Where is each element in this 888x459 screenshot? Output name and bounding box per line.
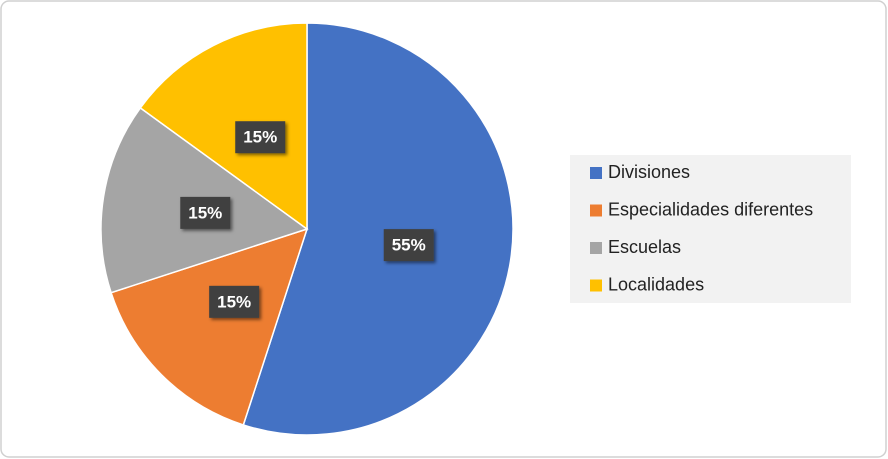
pie-slice: [242, 22, 514, 436]
value-label-box: [235, 121, 286, 154]
value-label: 55%: [392, 236, 426, 255]
legend-box: [570, 155, 851, 303]
value-label: 15%: [243, 128, 277, 147]
pie: [100, 22, 514, 436]
legend-swatch: [590, 167, 602, 179]
legend: Divisiones Especialidades diferentes Escue…: [590, 162, 813, 294]
legend-swatch: [590, 242, 602, 254]
value-label-box: [383, 229, 434, 262]
pie-slice: [110, 227, 309, 426]
legend-label: Localidades: [608, 274, 704, 294]
value-label: 15%: [188, 203, 222, 222]
value-labels: 55% 15% 15% 15%: [180, 121, 434, 318]
pie-slice: [139, 22, 308, 231]
value-label-box: [180, 196, 231, 229]
legend-swatch: [590, 279, 602, 292]
legend-label: Escuelas: [608, 237, 681, 257]
value-label-box: [209, 285, 260, 318]
legend-label: Divisiones: [608, 162, 690, 182]
value-label: 15%: [217, 292, 251, 311]
legend-label: Especialidades diferentes: [608, 199, 813, 219]
legend-swatch: [590, 204, 602, 217]
